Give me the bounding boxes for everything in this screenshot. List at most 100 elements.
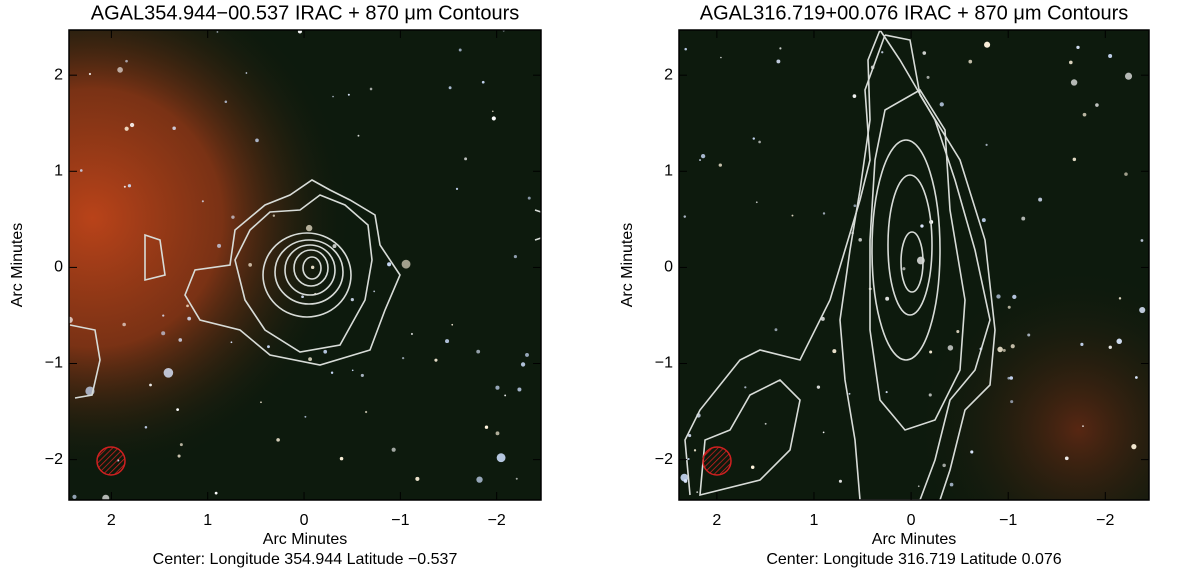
x-tick-label: −2 bbox=[488, 512, 506, 529]
contour bbox=[274, 239, 344, 305]
star bbox=[310, 265, 315, 270]
contour bbox=[534, 209, 541, 241]
star bbox=[1002, 348, 1006, 352]
star bbox=[163, 368, 174, 378]
contour bbox=[871, 139, 941, 361]
x-tick-label: 1 bbox=[203, 512, 212, 529]
star bbox=[718, 163, 722, 167]
star bbox=[852, 94, 857, 98]
star bbox=[920, 224, 924, 228]
star bbox=[1108, 54, 1113, 59]
star bbox=[1124, 172, 1128, 176]
star bbox=[720, 56, 722, 59]
star bbox=[297, 30, 302, 34]
star bbox=[917, 485, 920, 488]
star bbox=[178, 338, 183, 342]
star bbox=[1124, 72, 1133, 80]
star bbox=[520, 362, 526, 367]
star bbox=[476, 349, 481, 354]
star bbox=[504, 394, 507, 397]
contour bbox=[869, 88, 966, 431]
star bbox=[858, 238, 862, 242]
star bbox=[693, 449, 697, 452]
star bbox=[848, 392, 851, 395]
star bbox=[161, 331, 166, 336]
star bbox=[996, 294, 1001, 299]
caption: Center: Longitude 316.719 Latitude 0.076 bbox=[766, 551, 1061, 568]
star bbox=[245, 72, 248, 74]
beam bbox=[702, 446, 732, 476]
star bbox=[496, 453, 506, 463]
star bbox=[201, 200, 204, 203]
star bbox=[224, 100, 228, 103]
star bbox=[922, 51, 927, 55]
star bbox=[401, 259, 411, 269]
star bbox=[495, 431, 500, 436]
image-panel bbox=[679, 30, 1149, 500]
star bbox=[1068, 60, 1073, 65]
y-tick-label: −1 bbox=[655, 355, 673, 372]
star bbox=[495, 385, 500, 390]
star bbox=[491, 110, 494, 113]
y-tick-label: 1 bbox=[664, 163, 673, 180]
star bbox=[401, 356, 405, 360]
star bbox=[776, 59, 781, 64]
star bbox=[1012, 294, 1017, 300]
star bbox=[885, 391, 888, 394]
star bbox=[968, 59, 973, 64]
star bbox=[1116, 338, 1122, 345]
contour bbox=[234, 194, 373, 353]
star bbox=[1072, 157, 1077, 162]
star bbox=[144, 426, 148, 429]
nebula bbox=[69, 30, 541, 500]
star bbox=[816, 385, 821, 389]
star bbox=[928, 393, 932, 397]
star bbox=[1076, 45, 1080, 50]
x-tick-label: −1 bbox=[999, 512, 1017, 529]
star bbox=[1021, 216, 1026, 221]
chart-title: AGAL354.944−00.537 IRAC + 870 μm Contour… bbox=[91, 2, 519, 24]
beam bbox=[96, 446, 126, 476]
star bbox=[186, 304, 189, 308]
nebula bbox=[679, 30, 1149, 500]
contour bbox=[144, 233, 166, 282]
star bbox=[752, 137, 755, 140]
star bbox=[149, 383, 152, 387]
star bbox=[981, 218, 986, 223]
star bbox=[1139, 306, 1146, 314]
star bbox=[791, 214, 794, 217]
star bbox=[683, 479, 688, 483]
star bbox=[1118, 297, 1122, 300]
star bbox=[1131, 444, 1137, 450]
star bbox=[939, 102, 944, 107]
star bbox=[214, 491, 218, 495]
star bbox=[755, 201, 758, 204]
chart-title: AGAL316.719+00.076 IRAC + 870 μm Contour… bbox=[700, 2, 1128, 24]
star bbox=[122, 322, 126, 327]
contour bbox=[302, 256, 322, 280]
contour bbox=[684, 34, 996, 500]
star bbox=[464, 157, 468, 161]
star bbox=[947, 345, 954, 351]
star bbox=[88, 72, 92, 76]
star bbox=[699, 159, 702, 162]
star bbox=[272, 214, 276, 217]
star bbox=[217, 243, 222, 248]
star bbox=[970, 450, 974, 454]
star bbox=[517, 387, 522, 392]
star bbox=[476, 476, 483, 483]
y-tick-label: 0 bbox=[664, 259, 673, 276]
star bbox=[484, 425, 489, 429]
y-tick-label: −2 bbox=[655, 451, 673, 468]
y-tick-label: 0 bbox=[54, 259, 63, 276]
star bbox=[373, 290, 376, 293]
star bbox=[853, 204, 857, 208]
star bbox=[513, 254, 517, 259]
star bbox=[365, 410, 368, 414]
star bbox=[1080, 342, 1084, 346]
star bbox=[391, 447, 396, 452]
star bbox=[332, 244, 337, 249]
star bbox=[1108, 345, 1112, 349]
star bbox=[942, 463, 946, 468]
